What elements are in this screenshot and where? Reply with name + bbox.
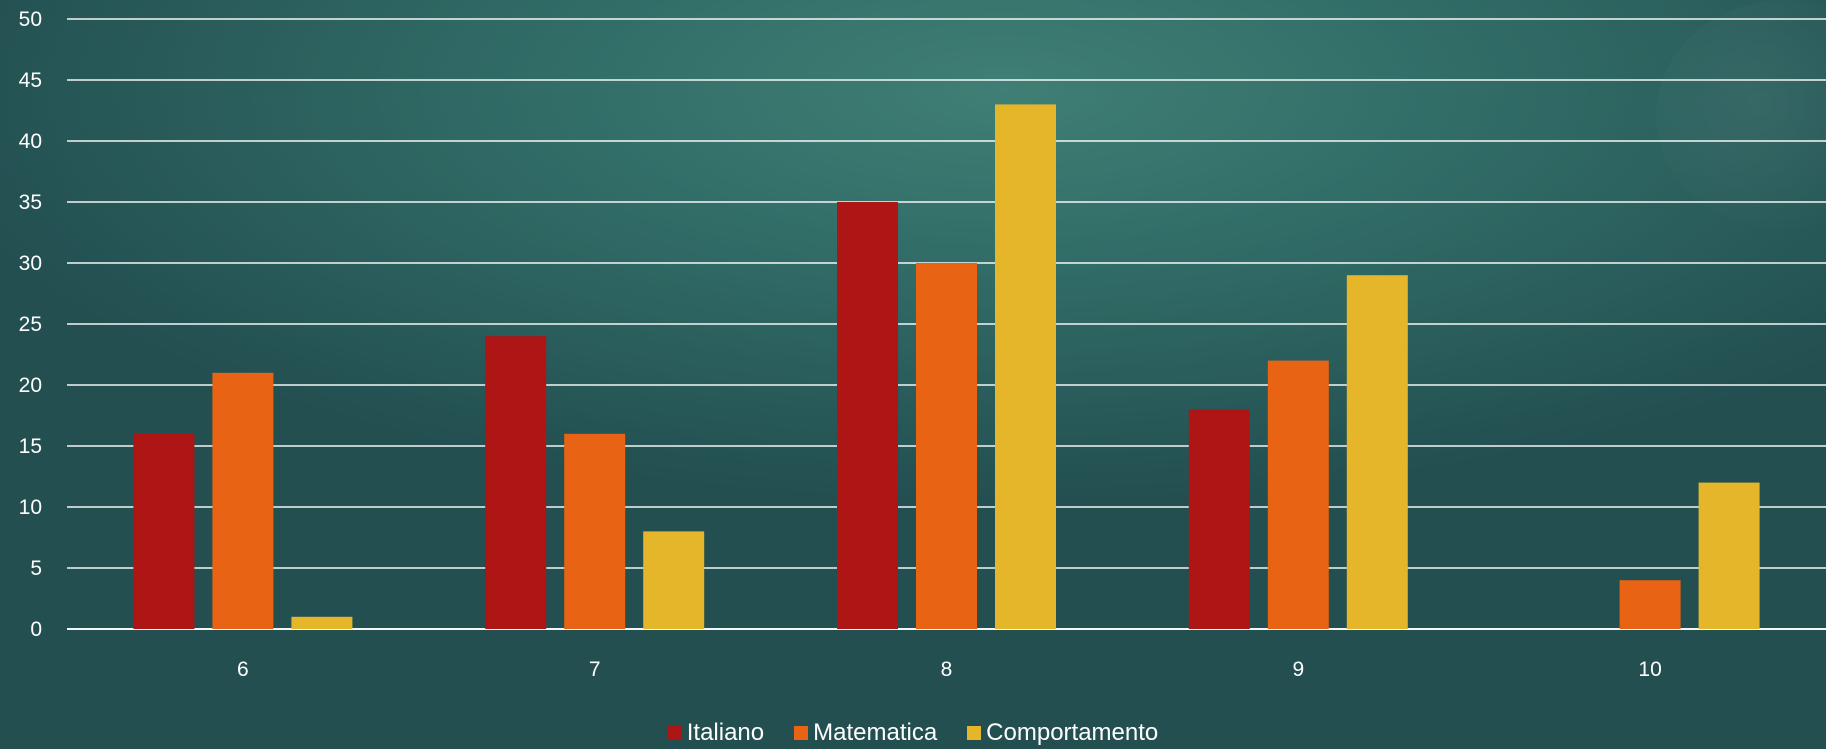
bars <box>133 104 1760 629</box>
y-tick-label: 5 <box>30 557 42 580</box>
y-tick-label: 20 <box>19 374 42 397</box>
x-tick-label: 10 <box>1638 658 1661 681</box>
bar-italiano-8 <box>837 202 898 629</box>
legend-swatch <box>667 726 682 740</box>
bar-italiano-6 <box>133 433 195 629</box>
legend: Italiano Matematica Comportamento <box>0 718 1826 748</box>
y-tick-label: 30 <box>19 252 42 275</box>
bar-italiano-7 <box>485 336 547 629</box>
y-tick-label: 15 <box>19 435 42 458</box>
bar-matematica-8 <box>916 263 977 629</box>
x-tick-label: 6 <box>237 658 249 681</box>
x-tick-label: 8 <box>941 658 953 681</box>
bar-comportamento-10 <box>1698 482 1760 629</box>
bar-comportamento-9 <box>1346 275 1408 629</box>
y-tick-label: 10 <box>19 496 42 519</box>
x-tick-label: 9 <box>1292 658 1304 681</box>
y-tick-label: 25 <box>19 313 42 336</box>
y-tick-label: 40 <box>19 130 42 153</box>
bar-matematica-6 <box>212 372 274 629</box>
bar-matematica-7 <box>564 433 626 629</box>
bar-matematica-10 <box>1619 580 1681 629</box>
legend-swatch <box>967 726 982 740</box>
legend-item-italiano: Italiano <box>667 719 765 747</box>
y-tick-label: 35 <box>19 191 42 214</box>
x-axis-ticks: 6 7 8 9 10 <box>237 658 1662 681</box>
legend-label: Comportamento <box>986 719 1159 746</box>
legend-swatch <box>794 726 809 740</box>
x-tick-label: 7 <box>589 658 601 681</box>
legend-label: Matematica <box>813 719 938 746</box>
y-tick-label: 0 <box>30 618 42 641</box>
y-tick-label: 45 <box>19 69 42 92</box>
y-axis-ticks: 0 5 10 15 20 25 30 35 40 45 50 <box>19 8 42 641</box>
legend-label: Italiano <box>686 719 765 746</box>
bar-comportamento-6 <box>291 616 353 629</box>
y-tick-label: 50 <box>19 8 42 31</box>
bar-matematica-9 <box>1267 360 1329 629</box>
bar-italiano-9 <box>1188 409 1250 629</box>
legend-item-comportamento: Comportamento <box>967 719 1158 747</box>
bar-comportamento-8 <box>995 104 1056 629</box>
legend-item-matematica: Matematica <box>794 719 937 747</box>
bar-comportamento-7 <box>643 531 705 629</box>
